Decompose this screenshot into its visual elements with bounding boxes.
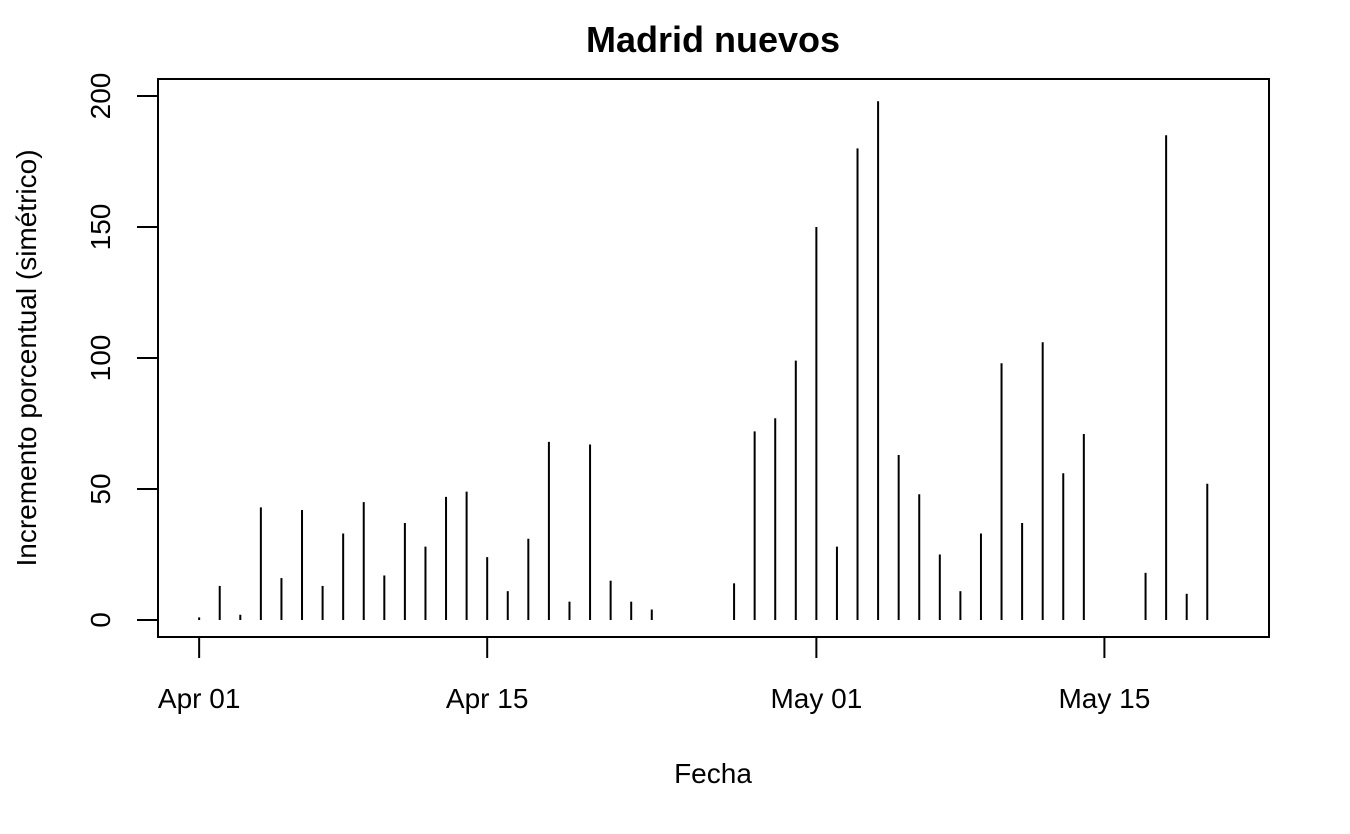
- chart-title: Madrid nuevos: [586, 19, 840, 60]
- x-tick-label: May 01: [770, 683, 862, 714]
- y-axis-label: Incremento porcentual (simétrico): [11, 149, 42, 566]
- x-tick-label: Apr 01: [158, 683, 241, 714]
- x-tick-label: May 15: [1058, 683, 1150, 714]
- plot-frame: [157, 78, 1270, 638]
- y-tick-label: 200: [85, 73, 116, 120]
- y-tick-label: 150: [85, 204, 116, 251]
- y-tick-label: 0: [85, 612, 116, 628]
- bars-group: [198, 101, 1209, 620]
- y-tick-label: 50: [85, 473, 116, 504]
- y-tick-label: 100: [85, 335, 116, 382]
- y-axis: 0 50 100 150 200: [85, 73, 159, 628]
- x-tick-label: Apr 15: [446, 683, 529, 714]
- x-axis-label: Fecha: [674, 758, 752, 789]
- x-axis: Apr 01 Apr 15 May 01 May 15: [158, 636, 1150, 714]
